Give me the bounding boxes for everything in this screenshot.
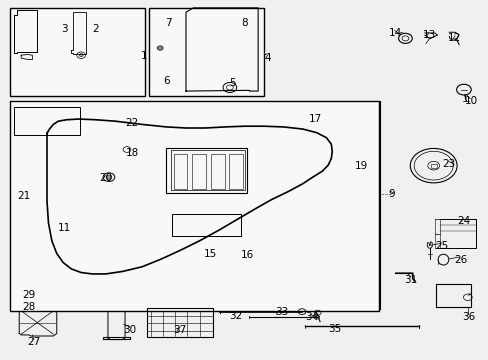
Text: 10: 10	[464, 96, 477, 106]
Text: 14: 14	[388, 28, 402, 38]
Circle shape	[106, 175, 112, 179]
Circle shape	[79, 54, 83, 57]
Text: 33: 33	[274, 307, 287, 316]
Text: 31: 31	[403, 275, 416, 285]
Text: 7: 7	[165, 18, 172, 28]
Bar	[10, 8, 144, 96]
Text: 28: 28	[22, 302, 36, 312]
Text: 15: 15	[203, 248, 217, 258]
Text: 16: 16	[240, 250, 253, 260]
Text: 36: 36	[461, 312, 474, 322]
Text: 29: 29	[22, 291, 36, 301]
Bar	[430, 163, 436, 168]
Text: 21: 21	[17, 191, 30, 201]
Text: 25: 25	[434, 241, 447, 251]
Text: 8: 8	[241, 18, 247, 28]
Text: 24: 24	[456, 216, 469, 226]
Circle shape	[157, 46, 163, 50]
Text: 34: 34	[305, 312, 318, 322]
Text: 26: 26	[453, 255, 466, 265]
Bar	[210, 154, 224, 189]
Text: 17: 17	[308, 114, 321, 124]
Text: 13: 13	[422, 30, 435, 40]
Text: 2: 2	[92, 24, 99, 35]
Text: 12: 12	[447, 33, 460, 43]
Bar	[171, 150, 244, 190]
Bar	[435, 284, 470, 307]
Text: 3: 3	[61, 24, 67, 35]
Text: 6: 6	[163, 76, 169, 86]
Bar	[147, 309, 212, 337]
Text: 5: 5	[228, 78, 235, 88]
Bar	[192, 154, 205, 189]
Bar	[173, 154, 187, 189]
Text: 1: 1	[141, 51, 147, 61]
Text: 37: 37	[173, 325, 186, 335]
Text: 23: 23	[442, 159, 455, 169]
Bar	[166, 148, 246, 193]
Text: 30: 30	[123, 325, 136, 335]
Text: 9: 9	[387, 189, 394, 199]
Text: 27: 27	[27, 337, 41, 347]
Text: 4: 4	[264, 53, 271, 63]
Bar	[172, 214, 240, 235]
Text: 35: 35	[328, 324, 341, 334]
Bar	[10, 101, 378, 311]
Text: 32: 32	[229, 311, 242, 320]
Text: 22: 22	[125, 118, 139, 128]
Text: 19: 19	[354, 161, 367, 171]
Bar	[149, 8, 264, 96]
Text: 20: 20	[99, 173, 112, 183]
Text: 11: 11	[58, 224, 71, 233]
Text: 18: 18	[125, 148, 139, 158]
Bar	[14, 107, 80, 135]
Bar	[229, 154, 243, 189]
